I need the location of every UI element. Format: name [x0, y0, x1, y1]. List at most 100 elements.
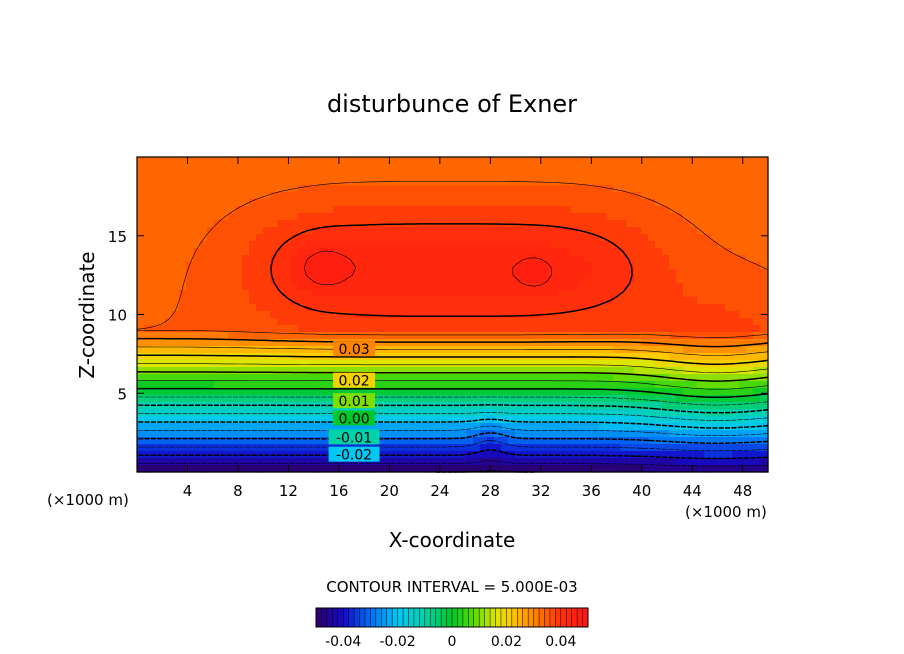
field-cell	[207, 241, 215, 249]
field-cell	[690, 283, 698, 291]
field-cell	[186, 276, 194, 284]
field-cell	[228, 164, 236, 172]
field-cell	[438, 423, 446, 431]
field-cell	[599, 164, 607, 172]
field-cell	[466, 262, 474, 270]
field-cell	[522, 213, 530, 221]
field-cell	[214, 199, 222, 207]
field-cell	[298, 178, 306, 186]
field-cell	[487, 304, 495, 312]
field-cell	[529, 283, 537, 291]
field-cell	[662, 451, 670, 459]
field-cell	[382, 199, 390, 207]
field-cell	[487, 192, 495, 200]
field-cell	[620, 465, 628, 473]
field-cell	[207, 430, 215, 438]
field-cell	[480, 206, 488, 214]
field-cell	[606, 311, 614, 319]
field-cell	[207, 332, 215, 340]
field-cell	[151, 388, 159, 396]
field-cell	[235, 374, 243, 382]
field-cell	[753, 395, 761, 403]
field-cell	[494, 395, 502, 403]
field-cell	[186, 290, 194, 298]
field-cell	[585, 255, 593, 263]
field-cell	[354, 325, 362, 333]
field-cell	[228, 402, 236, 410]
field-cell	[697, 458, 705, 466]
field-cell	[550, 451, 558, 459]
field-cell	[543, 304, 551, 312]
field-cell	[753, 409, 761, 417]
field-cell	[627, 220, 635, 228]
field-cell	[249, 430, 257, 438]
field-cell	[753, 220, 761, 228]
field-cell	[193, 437, 201, 445]
field-cell	[711, 290, 719, 298]
field-cell	[620, 234, 628, 242]
field-cell	[186, 339, 194, 347]
field-cell	[291, 437, 299, 445]
field-cell	[270, 199, 278, 207]
field-cell	[634, 283, 642, 291]
field-cell	[389, 367, 397, 375]
field-cell	[200, 409, 208, 417]
field-cell	[690, 192, 698, 200]
field-cell	[683, 318, 691, 326]
field-cell	[487, 360, 495, 368]
field-cell	[760, 416, 768, 424]
field-cell	[144, 297, 152, 305]
field-cell	[753, 367, 761, 375]
field-cell	[235, 423, 243, 431]
field-cell	[711, 381, 719, 389]
field-cell	[725, 248, 733, 256]
field-cell	[676, 339, 684, 347]
field-cell	[151, 311, 159, 319]
field-cell	[438, 227, 446, 235]
field-cell	[165, 367, 173, 375]
field-cell	[347, 234, 355, 242]
field-cell	[480, 283, 488, 291]
field-cell	[186, 465, 194, 473]
field-cell	[179, 213, 187, 221]
field-cell	[438, 297, 446, 305]
field-cell	[746, 339, 754, 347]
field-cell	[746, 297, 754, 305]
field-cell	[641, 185, 649, 193]
field-cell	[543, 290, 551, 298]
field-cell	[403, 255, 411, 263]
field-cell	[515, 297, 523, 305]
field-cell	[382, 346, 390, 354]
field-cell	[291, 304, 299, 312]
field-cell	[438, 458, 446, 466]
field-cell	[284, 332, 292, 340]
field-cell	[690, 269, 698, 277]
field-cell	[697, 297, 705, 305]
field-cell	[571, 199, 579, 207]
field-cell	[319, 227, 327, 235]
field-cell	[333, 311, 341, 319]
field-cell	[487, 332, 495, 340]
field-cell	[718, 430, 726, 438]
field-cell	[704, 178, 712, 186]
field-cell	[347, 332, 355, 340]
field-cell	[557, 213, 565, 221]
field-cell	[494, 409, 502, 417]
field-cell	[179, 458, 187, 466]
field-cell	[340, 283, 348, 291]
field-cell	[655, 248, 663, 256]
field-cell	[508, 437, 516, 445]
field-cell	[221, 234, 229, 242]
field-cell	[648, 409, 656, 417]
field-cell	[396, 381, 404, 389]
field-cell	[662, 423, 670, 431]
field-cell	[438, 304, 446, 312]
field-cell	[501, 255, 509, 263]
field-cell	[690, 164, 698, 172]
field-cell	[193, 234, 201, 242]
field-cell	[333, 367, 341, 375]
field-cell	[368, 318, 376, 326]
field-cell	[410, 206, 418, 214]
field-cell	[606, 283, 614, 291]
field-cell	[669, 367, 677, 375]
